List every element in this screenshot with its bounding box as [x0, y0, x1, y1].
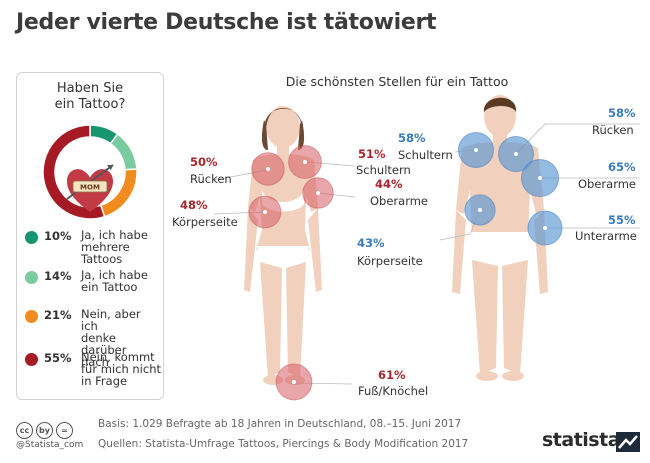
bubble-center-dot [316, 191, 320, 195]
bubble-category-label: Körperseite [357, 254, 423, 268]
statista-logo[interactable]: statista [542, 429, 621, 451]
bubble-value-label: 61% [378, 368, 406, 382]
legend-item: 55% Nein, kommt für mich nicht in Frage [25, 351, 161, 393]
bubble-value-label: 65% [608, 160, 636, 174]
nd-icon: = [56, 422, 73, 439]
legend-percent: 21% [44, 308, 72, 322]
legend-item: 21% Nein, aber ich denke darüber nach [25, 308, 161, 368]
bubble-value-label: 58% [398, 131, 426, 145]
bubble-center-dot [474, 148, 478, 152]
bubble-category-label: Oberarme [578, 177, 637, 191]
bubble-center-dot [266, 167, 270, 171]
by-icon: by [36, 422, 53, 439]
legend-swatch [25, 310, 38, 323]
bubble-value-label: 44% [375, 177, 403, 191]
legend-item: 14% Ja, ich habe ein Tattoo [25, 269, 161, 311]
heart-banner-text: MOM [80, 184, 100, 192]
bubble-center-dot [292, 380, 296, 384]
chart-subtitle: Die schönsten Stellen für ein Tattoo [285, 74, 509, 89]
statista-logo-icon [616, 432, 640, 452]
legend-swatch [25, 231, 38, 244]
legend-percent: 14% [44, 269, 72, 283]
bubble-category-label: Oberarme [370, 194, 429, 208]
legend-label: Ja, ich habe mehrere Tattoos [81, 228, 148, 266]
bubble-center-dot [263, 210, 267, 214]
bodies-figure [213, 95, 640, 401]
bubble-category-label: Rücken [592, 123, 634, 137]
legend-label: Nein, aber ich denke darüber nach [81, 307, 141, 369]
legend-label: Ja, ich habe ein Tattoo [81, 268, 148, 294]
bubble-category-label: Rücken [190, 172, 232, 186]
legend-label: Nein, kommt für mich nicht in Frage [81, 350, 161, 388]
bubble-center-dot [514, 152, 518, 156]
bubble-center-dot [538, 176, 542, 180]
male-body-figure [452, 95, 548, 381]
bubble-center-dot [303, 160, 307, 164]
male-bubbles [457, 131, 563, 246]
basis-note: Basis: 1.029 Befragte ab 18 Jahren in De… [98, 418, 462, 430]
cc-license-icons[interactable]: cc by = [16, 418, 76, 439]
bubble-center-dot [543, 226, 547, 230]
panel-question: Haben Sie ein Tattoo? [54, 81, 126, 112]
bubble-category-label: Schultern [356, 163, 411, 177]
page-title: Jeder vierte Deutsche ist tätowiert [16, 10, 437, 35]
source-note: Quellen: Statista-Umfrage Tattoos, Pierc… [98, 438, 469, 450]
heart-tattoo-icon: MOM [66, 164, 114, 212]
bubble-value-label: 43% [357, 236, 385, 250]
legend-item: 10% Ja, ich habe mehrere Tattoos [25, 229, 161, 271]
bubble-value-label: 48% [180, 198, 208, 212]
bubble-value-label: 58% [608, 106, 636, 120]
twitter-handle[interactable]: @Statista_com [16, 440, 84, 450]
cc-icon: cc [16, 422, 33, 439]
bubble-category-label: Unterarme [575, 229, 637, 243]
survey-panel: Haben Sie ein Tattoo? MOM 10% Ja, ich hab… [16, 72, 164, 400]
footer: cc by = @Statista_com Basis: 1.029 Befragt… [16, 418, 640, 462]
female-bubbles [248, 145, 334, 401]
bubble-center-dot [478, 208, 482, 212]
bubble-value-label: 50% [190, 155, 218, 169]
donut-slice [42, 124, 106, 220]
bubble-category-label: Schultern [398, 148, 453, 162]
legend-swatch [25, 353, 38, 366]
bubble-category-label: Körperseite [172, 215, 238, 229]
bubble-value-label: 55% [608, 213, 636, 227]
legend-percent: 10% [44, 229, 72, 243]
bubble-value-label: 51% [358, 147, 386, 161]
bubble-category-label: Fuß/Knöchel [358, 384, 429, 398]
legend-percent: 55% [44, 351, 72, 365]
donut-chart: MOM [42, 124, 138, 220]
legend-swatch [25, 271, 38, 284]
